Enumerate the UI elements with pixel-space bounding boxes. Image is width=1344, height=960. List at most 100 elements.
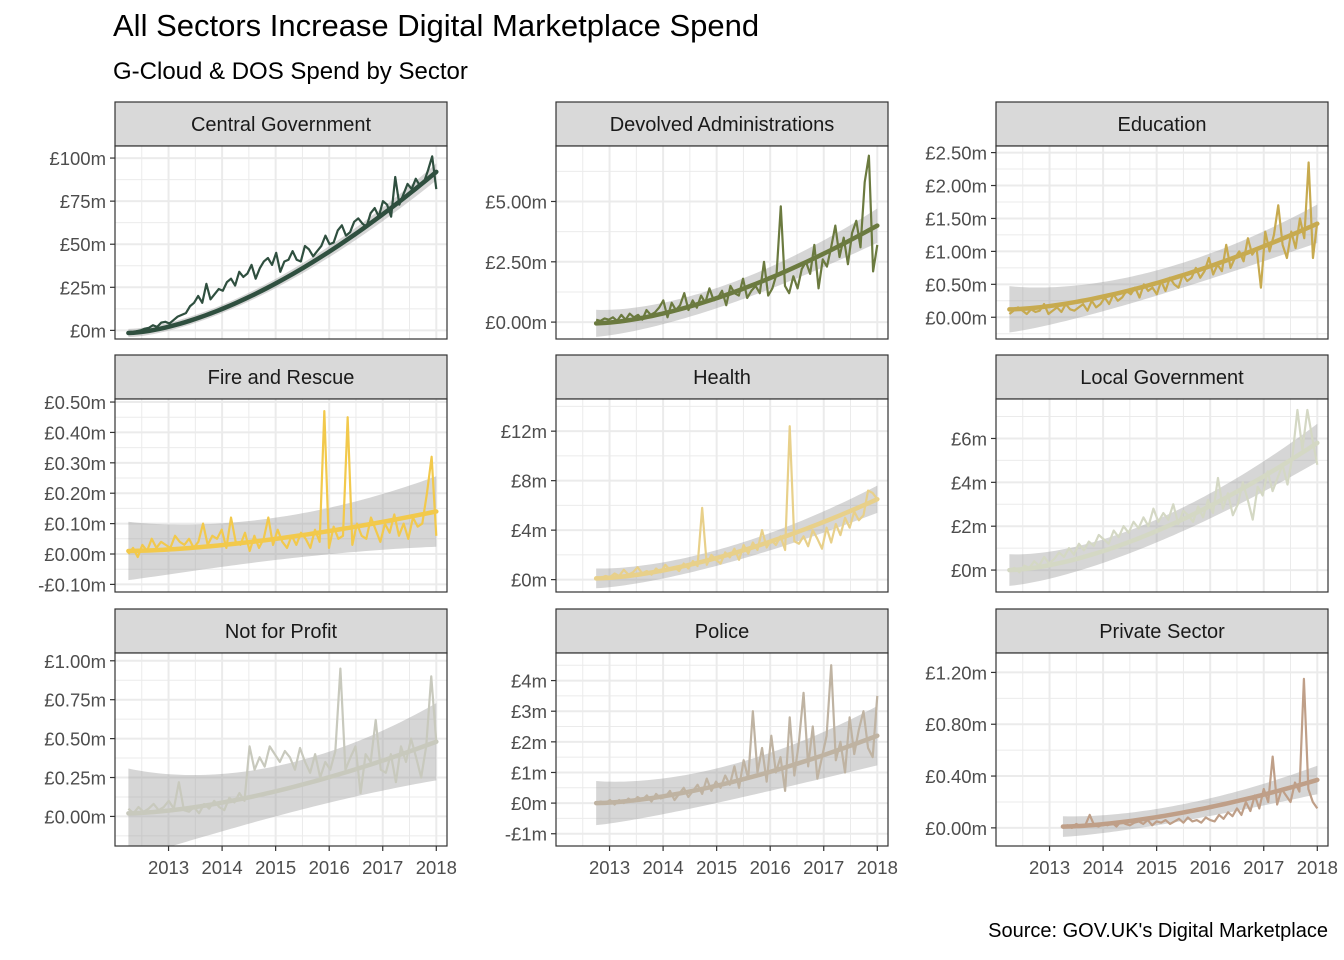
x-tick-label: 2015 [1136, 857, 1177, 878]
x-tick-label: 2017 [1243, 857, 1284, 878]
facet-panel: Not for Profit £0.00m £0.25m £0.50m £0.75m £1… [44, 608, 457, 878]
panel-content [126, 155, 439, 338]
panel-border [555, 652, 889, 847]
trend-line [1007, 440, 1320, 573]
panel-border [995, 398, 1329, 593]
y-tick-label: £0.25m [44, 768, 106, 789]
y-tick-label: £0.30m [44, 453, 106, 474]
panel-border [555, 398, 889, 593]
facet-strip-label: Devolved Administrations [610, 114, 835, 136]
confidence-ribbon [596, 208, 878, 337]
facet-strip-label: Education [1118, 114, 1207, 136]
facet-strip-label: Private Sector [1099, 621, 1225, 643]
x-tick-label: 2016 [309, 857, 350, 878]
y-tick-label: £0.40m [44, 422, 106, 443]
y-tick-label: £0.00m [925, 307, 987, 328]
panel-background [115, 399, 447, 592]
x-tick-label: 2013 [589, 857, 630, 878]
facet-panel: Education £0.00m £0.50m £1.00m £1.50m £2.00m £… [925, 101, 1329, 340]
y-tick-label: £0m [70, 320, 106, 341]
series-line [1008, 161, 1319, 316]
trend-line [1060, 777, 1320, 829]
panel-content [1007, 408, 1320, 586]
panel-content [593, 664, 880, 826]
facet-strip-label: Health [693, 367, 751, 389]
panel-content [126, 667, 439, 846]
y-tick-label: £0m [511, 793, 547, 814]
y-tick-label: £1.00m [925, 241, 987, 262]
panel-border [995, 145, 1329, 340]
panel-background [115, 653, 447, 846]
x-tick-label: 2015 [255, 857, 296, 878]
y-tick-label: -£1m [505, 824, 547, 845]
y-tick-label: £0.50m [44, 392, 106, 413]
facet-strip-label: Central Government [191, 114, 372, 136]
trend-line [126, 739, 439, 816]
y-tick-label: £1.50m [925, 208, 987, 229]
panel-border [555, 145, 889, 340]
y-tick-label: £2.00m [925, 176, 987, 197]
series-line [127, 667, 438, 815]
trend-line [126, 169, 439, 336]
x-tick-label: 2014 [202, 857, 243, 878]
y-tick-label: -£0.10m [38, 574, 106, 595]
y-tick-label: £0.00m [44, 806, 106, 827]
y-tick-label: £8m [511, 471, 547, 492]
y-tick-label: £4m [951, 472, 987, 493]
panel-border [995, 652, 1329, 847]
chart-caption: Source: GOV.UK's Digital Marketplace [988, 920, 1328, 942]
x-tick-label: 2017 [362, 857, 403, 878]
x-tick-label: 2016 [750, 857, 791, 878]
y-tick-label: £75m [60, 191, 106, 212]
y-tick-label: £1.00m [44, 651, 106, 672]
trend-line [593, 733, 880, 806]
facet-strip [555, 608, 889, 654]
facet-panel: Police -£1m £0m £1m £2m £3m £4m 2013 2014 2015 201… [505, 608, 898, 878]
y-tick-label: £2.50m [925, 143, 987, 164]
y-tick-label: £0.00m [44, 544, 106, 565]
trend-line [593, 496, 880, 581]
y-tick-label: £50m [60, 234, 106, 255]
panel-background [996, 653, 1328, 846]
panel-content [126, 410, 439, 581]
x-tick-label: 2017 [803, 857, 844, 878]
y-tick-label: £2.50m [485, 252, 547, 273]
y-tick-label: £0.40m [925, 766, 987, 787]
y-tick-label: £0.10m [44, 514, 106, 535]
facet-strip-label: Local Government [1080, 367, 1244, 389]
trend-line [1007, 221, 1320, 312]
panel-content [593, 425, 880, 589]
y-tick-label: £25m [60, 277, 106, 298]
x-tick-label: 2013 [148, 857, 189, 878]
facet-strip [995, 101, 1329, 147]
series-line [128, 155, 438, 335]
x-tick-label: 2018 [1297, 857, 1338, 878]
panel-background [996, 399, 1328, 592]
confidence-ribbon [128, 476, 437, 581]
y-tick-label: £3m [511, 701, 547, 722]
x-tick-label: 2016 [1190, 857, 1231, 878]
panel-content [1007, 161, 1320, 333]
facet-strip-label: Fire and Rescue [208, 367, 355, 389]
facet-panel: Private Sector £0.00m £0.40m £0.80m £1.20m 20… [925, 608, 1338, 878]
panel-content [593, 154, 880, 337]
x-tick-label: 2018 [857, 857, 898, 878]
y-tick-label: £0m [511, 570, 547, 591]
x-tick-label: 2015 [696, 857, 737, 878]
facet-strip-label: Police [695, 621, 749, 643]
confidence-ribbon [128, 703, 437, 846]
y-tick-label: £1m [511, 762, 547, 783]
y-tick-label: £4m [511, 520, 547, 541]
y-tick-label: £5.00m [485, 191, 547, 212]
panel-border [114, 652, 448, 847]
y-tick-label: £0.00m [925, 818, 987, 839]
facet-strip [555, 354, 889, 400]
facet-panel: Devolved Administrations £0.00m £2.50m £5.0… [485, 101, 889, 340]
y-tick-label: £2m [511, 732, 547, 753]
confidence-ribbon [1062, 765, 1318, 837]
x-tick-label: 2013 [1029, 857, 1070, 878]
facet-panel: Central Government £0m £25m £50m £75m £100m [49, 101, 448, 341]
x-tick-label: 2014 [1083, 857, 1124, 878]
facet-panel: Fire and Rescue -£0.10m £0.00m £0.10m £0.20m… [38, 354, 448, 595]
